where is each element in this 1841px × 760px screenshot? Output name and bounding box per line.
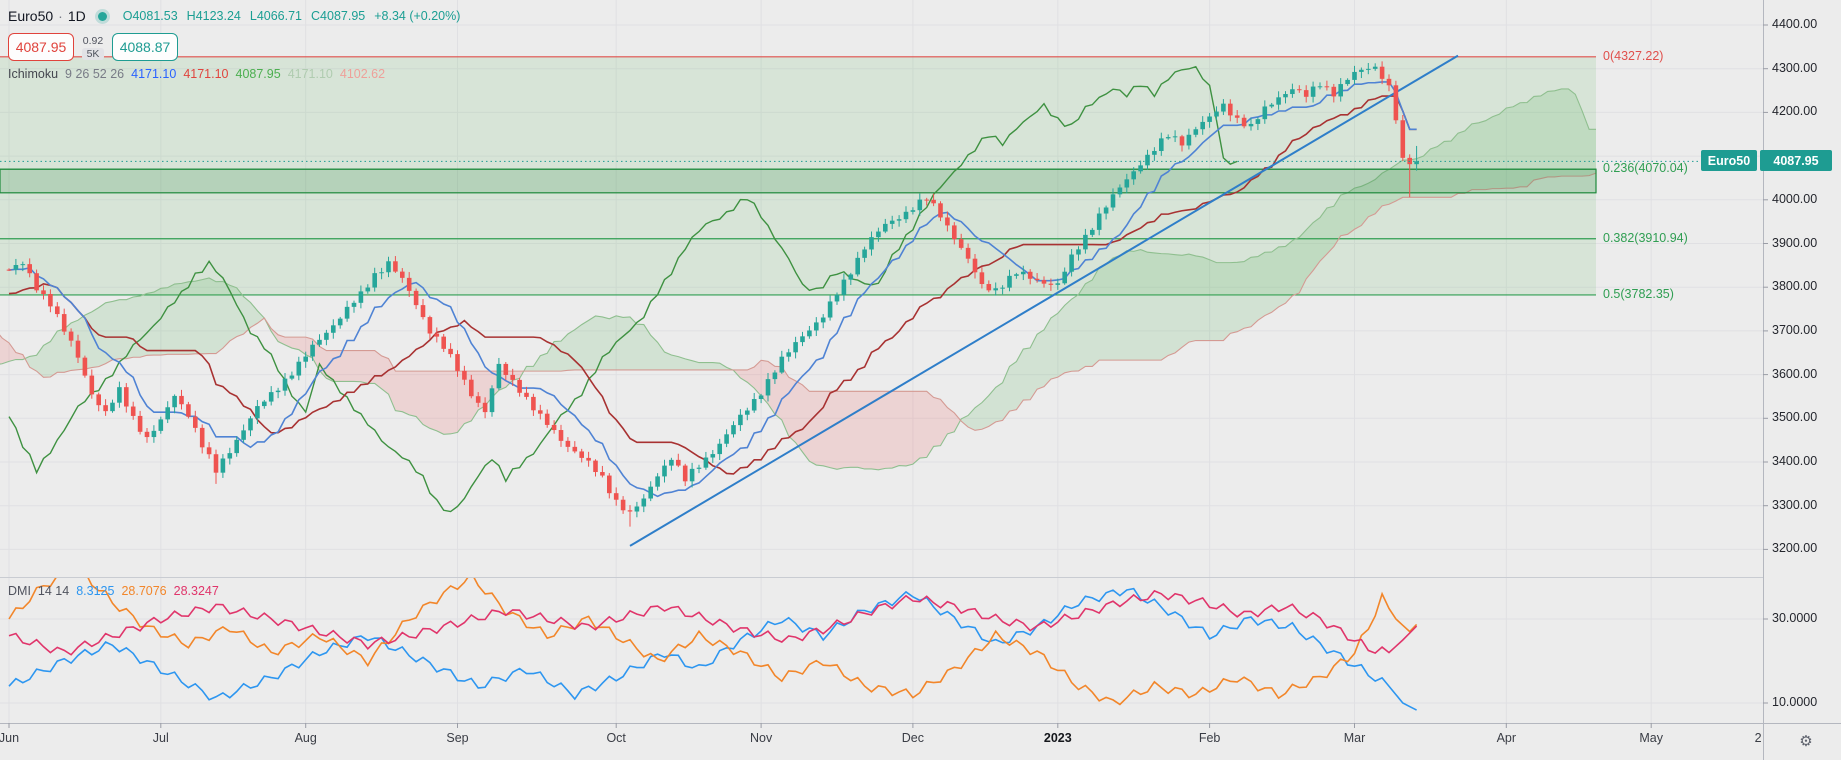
market-status-dot-icon [97,11,107,21]
price-axis-label: 3900.00 [1772,235,1818,250]
lot-size: 5K [81,47,105,60]
dmi-params: 14 14 [37,584,70,598]
dmi-axis-label: 10.0000 [1772,695,1818,709]
dmi-plus-di-value: 8.3125 [76,584,115,598]
time-axis-label: Feb [1198,731,1221,745]
price-axis-label: 3700.00 [1772,322,1818,337]
badge-symbol: Euro50 [1701,150,1757,171]
grid-layer [0,0,1763,723]
fib-level-label: 0.236(4070.04) [1603,161,1688,176]
spread-value: 0.92 [82,34,104,47]
ichimoku-legend[interactable]: Ichimoku 9 26 52 26 4171.10 4171.10 4087… [8,67,460,81]
time-axis-label: Nov [749,731,773,745]
time-axis-label: Jun [0,731,20,745]
price-axis-label: 3300.00 [1772,497,1818,512]
tenkan-sen-line [8,81,1417,498]
symbol-title: Euro50 [8,8,54,24]
fib-level-label: 0(4327.22) [1603,48,1664,63]
fib-level-label: 0.5(3782.35) [1603,286,1674,301]
sell-button[interactable]: 4087.95 [8,33,74,61]
dmi-plus_di-line [8,587,1417,711]
ichimoku-tenkan-value: 4171.10 [131,67,177,81]
price-axis-label: 3200.00 [1772,541,1818,556]
price-axis-label: 4000.00 [1772,191,1818,206]
dmi-adx-line [8,589,1418,656]
time-axis-label: Aug [294,731,317,745]
gear-icon[interactable]: ⚙ [1799,733,1813,750]
close-readout: C4087.95 [311,9,366,23]
open-readout: O4081.53 [122,9,178,23]
time-axis-label: 2 [1754,731,1762,745]
spread-display: 0.92 5K [74,35,112,60]
ichimoku-kijun-value: 4171.10 [183,67,229,81]
price-axis-label: 4300.00 [1772,60,1818,75]
dmi-adx-value: 28.3247 [173,584,219,598]
interval-label: 1D [67,8,86,24]
dmi-axis-label: 30.0000 [1772,611,1818,625]
dmi-minus-di-value: 28.7076 [121,584,167,598]
ichimoku-senkou-b-value: 4102.62 [339,67,386,81]
time-axis-label: May [1639,731,1663,745]
trade-buttons: 4087.95 0.92 5K 4088.87 [8,33,460,61]
time-axis-label: Dec [901,731,924,745]
dmi-minus_di-line [8,578,1418,706]
dmi-name: DMI [8,584,31,598]
ichimoku-params: 9 26 52 26 [65,67,125,81]
time-axis-label: Apr [1496,731,1517,745]
price-axis-label: 3400.00 [1772,454,1818,468]
chikou-span-line [8,65,1238,513]
ichimoku-senkou-a-value: 4171.10 [287,67,333,81]
price-axis-label: 3600.00 [1772,366,1818,381]
time-axis-label: Mar [1343,731,1366,745]
price-axis-label: 4400.00 [1772,17,1818,31]
badge-price: 4087.95 [1760,150,1832,171]
time-axis-label: Sep [446,731,469,745]
symbol-row[interactable]: Euro50 · 1D O4081.53 H4123.24 L4066.71 C… [8,5,460,27]
trendline-drawing[interactable] [629,54,1459,547]
price-axis-label: 3500.00 [1772,410,1818,425]
last-price-badge: Euro50 4087.95 [1701,150,1832,171]
time-axis-label: 2023 [1043,731,1072,745]
change-readout: +8.34 (+0.20%) [374,9,461,23]
kijun-sen-line [8,95,1417,475]
buy-button[interactable]: 4088.87 [112,33,178,61]
main-legend: Euro50 · 1D O4081.53 H4123.24 L4066.71 C… [8,5,460,81]
ichimoku-lines [8,65,1417,513]
ichimoku-chikou-value: 4087.95 [235,67,281,81]
symbol-separator: · [58,8,63,24]
ohlc-readout: O4081.53 H4123.24 L4066.71 C4087.95 +8.3… [123,9,461,23]
low-readout: L4066.71 [249,9,303,23]
candlestick-series[interactable] [6,61,1419,527]
fib-retracement-drawing[interactable] [0,56,1596,296]
ichimoku-name: Ichimoku [8,67,59,81]
time-axis-label: Oct [606,731,626,745]
price-axis-label: 4200.00 [1772,104,1818,119]
price-axis-label: 3800.00 [1772,279,1818,294]
fib-level-label: 0.382(3910.94) [1603,230,1688,245]
dmi-indicator-series [8,578,1418,711]
high-readout: H4123.24 [186,9,241,23]
support-zone-box[interactable] [0,168,1597,194]
dmi-legend[interactable]: DMI 14 14 8.3125 28.7076 28.3247 [8,584,219,598]
time-axis-label: Jul [152,731,169,745]
